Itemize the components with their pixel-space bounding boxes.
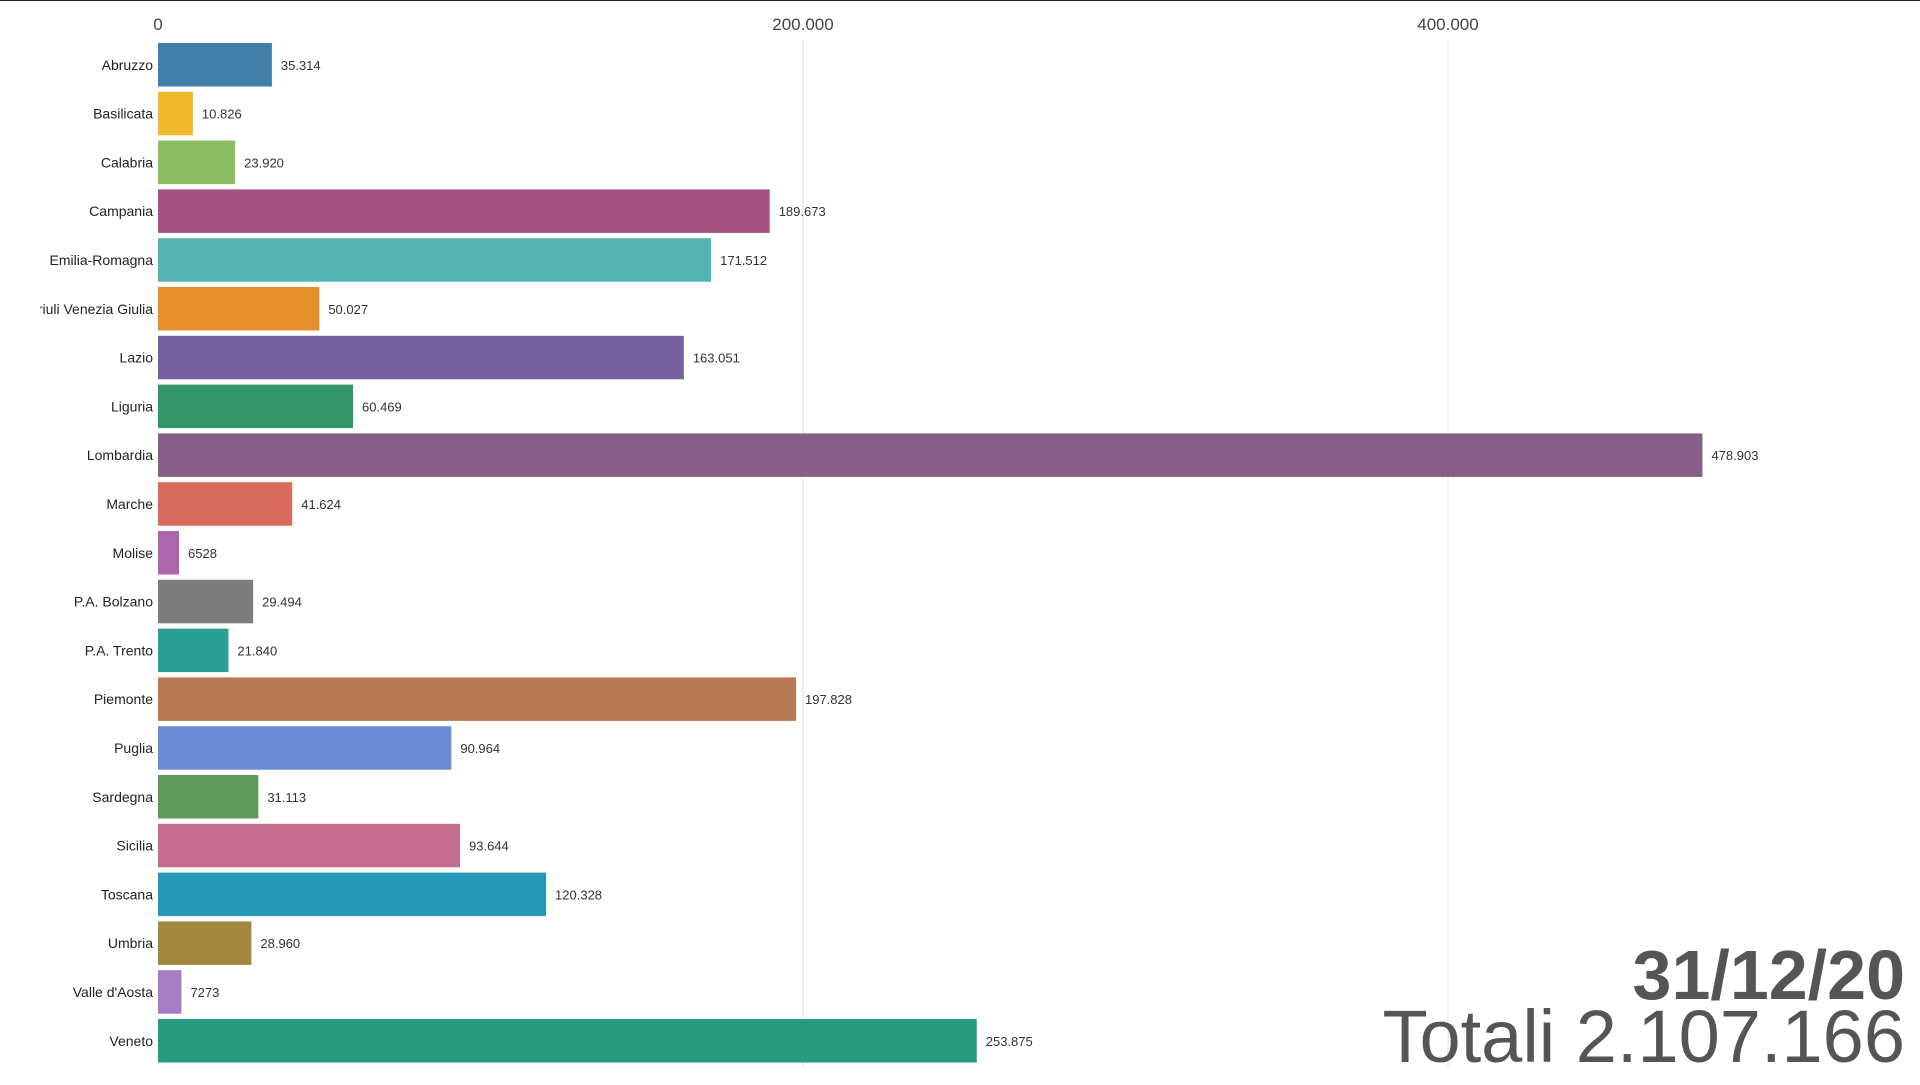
category-label: Umbria [108, 935, 153, 951]
value-label: 90.964 [460, 741, 500, 756]
bar [158, 531, 180, 575]
category-label: Molise [113, 545, 154, 561]
value-label: 7273 [190, 985, 219, 1000]
value-label: 29.494 [262, 595, 302, 610]
category-label: P.A. Bolzano [74, 594, 153, 610]
bar [158, 823, 461, 868]
value-label: 50.027 [328, 302, 368, 317]
bar [158, 384, 354, 429]
value-label: 10.826 [202, 107, 242, 122]
bar [158, 726, 452, 770]
category-label: Sicilia [116, 838, 153, 854]
category-labels: Abruzzo Basilicata Calabria Campania Emilia-… [29, 57, 154, 1049]
category-label: Emilia-Romagna [50, 252, 154, 268]
bar [158, 1019, 977, 1063]
bar [158, 433, 1703, 477]
bar [158, 140, 236, 185]
grid-lines [802, 40, 1449, 1066]
x-tick-label: 400.000 [1417, 15, 1478, 34]
category-label: Abruzzo [102, 57, 154, 73]
category-label: Calabria [101, 154, 153, 170]
category-label: Friuli Venezia Giulia [29, 301, 153, 317]
category-label: Lazio [120, 350, 154, 366]
value-label: 197.828 [805, 692, 852, 707]
bar [158, 43, 272, 87]
category-label: Liguria [111, 398, 153, 414]
value-label: 23.920 [244, 155, 284, 170]
value-label: 6528 [188, 546, 217, 561]
bar [158, 628, 229, 673]
date-label: 31/12/20 [1632, 936, 1905, 1014]
bar [158, 91, 193, 136]
x-tick-label: 200.000 [772, 15, 833, 34]
value-label: 253.875 [986, 1034, 1033, 1049]
bar [158, 335, 684, 380]
value-label: 478.903 [1711, 448, 1758, 463]
value-label: 35.314 [281, 58, 321, 73]
value-label: 189.673 [779, 204, 826, 219]
value-label: 31.113 [267, 790, 306, 805]
category-label: Sardegna [92, 789, 153, 805]
category-label: Puglia [114, 740, 153, 756]
value-label: 163.051 [693, 351, 740, 366]
value-label: 41.624 [301, 497, 341, 512]
bar [158, 921, 252, 965]
bar [158, 970, 182, 1014]
bar [158, 677, 796, 721]
category-label: Campania [89, 203, 153, 219]
category-label: Valle d'Aosta [73, 984, 153, 1000]
value-label: 171.512 [720, 253, 767, 268]
category-label: Piemonte [94, 691, 153, 707]
bar [158, 238, 712, 282]
bar [158, 579, 254, 624]
bar [158, 189, 770, 233]
bar [158, 775, 259, 819]
bar [158, 482, 293, 526]
category-label: Basilicata [93, 106, 153, 122]
category-label: Marche [106, 496, 153, 512]
category-label: Lombardia [87, 447, 153, 463]
x-tick-label: 0 [153, 15, 162, 34]
bar [158, 872, 547, 917]
value-label: 120.328 [555, 887, 602, 902]
value-label: 93.644 [469, 839, 509, 854]
category-label: Toscana [101, 886, 153, 902]
value-label: 28.960 [260, 936, 300, 951]
category-label: P.A. Trento [85, 642, 153, 658]
bars [158, 43, 1703, 1063]
value-label: 60.469 [362, 399, 402, 414]
value-label: 21.840 [237, 643, 277, 658]
value-labels: 35.314 10.826 23.920 189.673 171.512 50.027 16… [188, 58, 1758, 1049]
x-axis-ticks: 0 200.000 400.000 [153, 15, 1478, 34]
bar [158, 287, 320, 331]
total-label: Totali 2.107.166 [1382, 995, 1905, 1078]
category-label: Veneto [109, 1033, 153, 1049]
